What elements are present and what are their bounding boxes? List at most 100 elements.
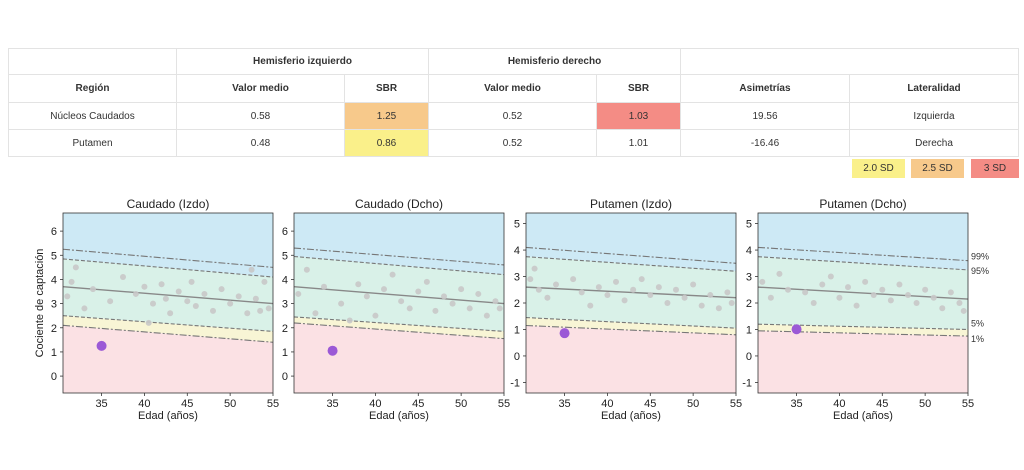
control-point [415,288,422,295]
legend-2sd: 2.0 SD [852,159,905,178]
control-point [475,290,482,297]
y-tick-label: 4 [282,274,288,286]
control-point [759,278,766,285]
control-point [192,303,199,310]
line-p99 [293,247,505,266]
cell-left-mean: 0.48 [176,129,345,157]
control-point [767,294,774,301]
control-point [81,305,88,312]
control-point [776,270,783,277]
band-below-1 [63,325,273,393]
control-point [423,278,430,285]
control-point [321,283,327,290]
control-point [145,319,152,326]
cell-asymmetry: 19.56 [680,102,850,130]
line-p5 [293,316,505,332]
control-point [398,298,405,305]
band-5-to-1 [526,317,736,335]
y-tick-label: 6 [51,226,57,238]
control-point [218,286,225,293]
control-point [531,265,538,272]
y-tick-label: 2 [746,298,752,310]
y-tick-label: 4 [51,274,57,286]
control-point [150,300,156,307]
control-point [201,290,208,297]
control-point [896,281,903,288]
y-tick-label: 0 [514,351,520,363]
x-axis-label: Edad (años) [833,410,893,422]
control-point [295,290,302,297]
control-point [312,310,319,317]
control-point [960,307,967,314]
control-point [707,292,714,299]
cell-laterality: Derecha [849,129,1019,157]
header-asymmetry: Asimetrías [680,74,850,103]
band-above-95 [294,213,504,275]
patient-point [559,328,570,339]
control-point [141,283,148,290]
control-point [595,284,602,291]
patient-point [327,345,338,356]
control-point [261,278,268,285]
header-right-hemisphere: Hemisferio derecho [428,48,681,75]
y-tick-label: 5 [51,250,57,262]
patient-point [791,324,802,335]
band-below-1 [758,330,968,393]
y-tick-label: 2 [514,298,520,310]
header-empty-right [680,48,1019,75]
line-p95 [525,256,737,272]
line-p1 [293,322,505,340]
legend-2-5sd: 2.5 SD [911,159,964,178]
percentile-label: 99% [971,252,989,262]
x-tick-label: 50 [687,398,699,410]
band-5-to-1 [758,324,968,337]
band-5-to-1 [294,316,504,339]
line-p99 [525,246,737,264]
patient-point [96,340,107,351]
band-5-to-1 [63,315,273,343]
control-point [527,276,534,283]
y-tick-label: 1 [514,324,520,336]
header-left-sbr: SBR [344,74,429,103]
control-point [167,310,174,317]
control-point [227,300,234,307]
control-point [802,289,809,296]
y-tick-label: 0 [282,371,288,383]
line-mean [525,286,737,299]
control-point [544,294,551,301]
cell-right-sbr: 1.01 [596,129,681,157]
y-tick-label: 1 [746,324,752,336]
x-axis-label: Edad (años) [369,410,429,422]
control-point [578,289,585,296]
control-point [879,286,886,293]
chart-title: Caudado (Dcho) [355,197,443,211]
control-point [162,295,169,302]
cell-region: Putamen [8,129,177,157]
control-point [827,273,834,280]
control-point [372,312,379,319]
x-tick-label: 40 [369,398,381,410]
control-point [257,307,264,314]
control-point [819,281,826,288]
control-point [338,300,345,307]
header-empty [8,48,177,75]
y-axis-label: Cociente de captación [34,249,46,358]
control-point [175,288,182,295]
x-tick-label: 55 [962,398,974,410]
control-point [587,302,594,309]
control-point [655,284,662,291]
x-tick-label: 50 [455,398,467,410]
control-point [458,286,465,293]
x-tick-label: 45 [412,398,424,410]
percentile-label: 1% [971,334,984,344]
cell-asymmetry: -16.46 [680,129,850,157]
control-point [913,300,920,306]
line-p5 [525,317,737,329]
control-point [853,302,860,309]
cell-left-sbr: 0.86 [344,129,429,157]
header-left-hemisphere: Hemisferio izquierdo [176,48,429,75]
line-p95 [757,256,969,271]
